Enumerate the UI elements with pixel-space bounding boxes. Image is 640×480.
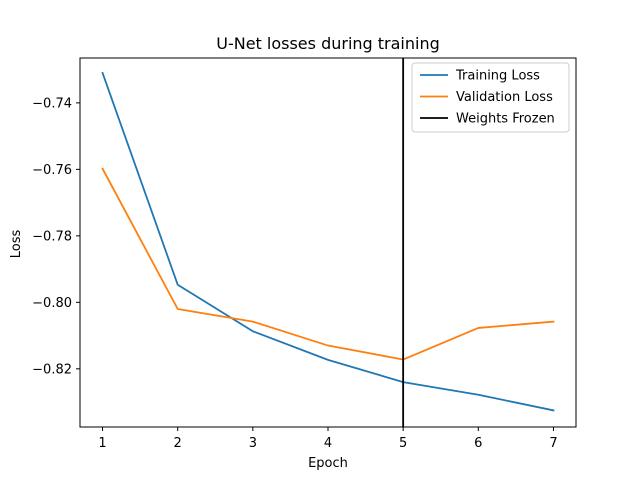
y-tick-label: −0.80	[32, 296, 72, 311]
legend-label-training-loss: Training Loss	[455, 69, 540, 84]
chart-title: U-Net losses during training	[216, 34, 440, 53]
x-tick-label: 3	[249, 436, 257, 451]
y-tick-label: −0.82	[32, 362, 72, 377]
legend-box	[411, 62, 570, 133]
plot-area: 1 2 3 4 5 6 7 −0.82 −0.80 −0.78 −0.76 −0.74	[32, 57, 577, 451]
x-tick-label: 5	[399, 436, 407, 451]
series-line-validation-loss	[101, 167, 555, 361]
x-tick-label: 6	[474, 436, 482, 451]
legend-label-validation-loss: Validation Loss	[456, 90, 553, 105]
y-tick-label: −0.74	[32, 96, 72, 111]
x-axis-label: Epoch	[308, 456, 348, 471]
x-tick-label: 4	[324, 436, 332, 451]
series-line-training-loss	[101, 71, 555, 412]
y-tick-label: −0.76	[32, 163, 72, 178]
x-tick-label: 2	[174, 436, 182, 451]
legend-label-weights-frozen: Weights Frozen	[456, 112, 555, 127]
x-tick-label: 1	[98, 436, 106, 451]
y-axis-label: Loss	[9, 230, 24, 259]
legend: Training Loss Validation Loss Weights Froz…	[411, 62, 570, 133]
x-tick-label: 7	[549, 436, 557, 451]
y-tick-label: −0.78	[32, 229, 72, 244]
